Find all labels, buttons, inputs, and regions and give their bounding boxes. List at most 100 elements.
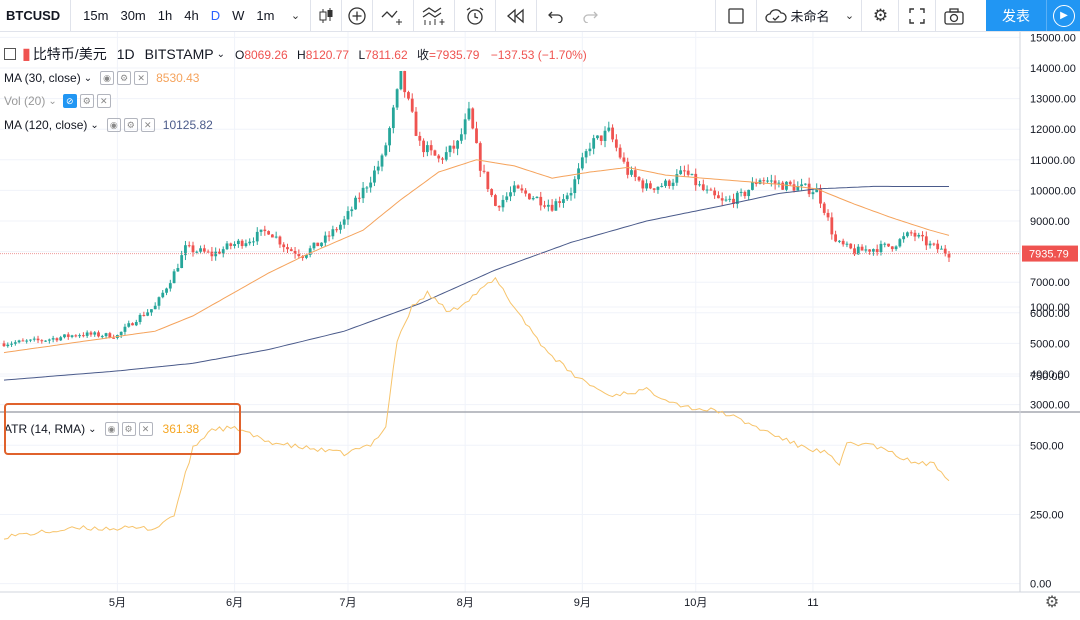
- save-layout-button[interactable]: 未命名: [757, 0, 837, 31]
- candle-body: [603, 130, 607, 141]
- candle-body: [648, 183, 652, 189]
- ma30-settings-icon[interactable]: ⚙: [117, 71, 132, 85]
- candle-body: [819, 188, 822, 204]
- candle-body: [890, 246, 894, 250]
- candle-body: [883, 243, 887, 245]
- ma30-eye-icon[interactable]: ◉: [100, 71, 115, 85]
- candle-body: [100, 336, 104, 338]
- price-tick-label: 13000.00: [1030, 94, 1076, 106]
- alert-icon[interactable]: [455, 0, 495, 31]
- candle-body: [369, 182, 373, 188]
- ma30-label[interactable]: MA (30, close): [4, 71, 81, 85]
- candle-body: [263, 229, 267, 232]
- open-value: 8069.26: [244, 47, 288, 62]
- templates-icon[interactable]: [414, 0, 454, 31]
- interval-4h[interactable]: 4h: [184, 8, 199, 23]
- publish-button[interactable]: 发表: [986, 0, 1046, 31]
- ma120-label[interactable]: MA (120, close): [4, 118, 88, 132]
- candle-body: [490, 189, 494, 196]
- chart-settings-gear-icon[interactable]: ⚙: [1044, 594, 1060, 611]
- collapse-icon[interactable]: [4, 48, 16, 60]
- candle-body: [917, 234, 921, 237]
- candle-body: [528, 193, 531, 200]
- candle-body: [879, 243, 883, 253]
- interval-dropdown-icon[interactable]: ⌄: [290, 10, 301, 22]
- candle-body: [652, 188, 656, 190]
- candle-body: [229, 243, 233, 246]
- ma120-eye-icon[interactable]: ◉: [106, 118, 121, 132]
- interval-15m[interactable]: 15m: [83, 8, 109, 23]
- exchange-dropdown-icon[interactable]: ⌄: [216, 48, 225, 60]
- candle-body: [138, 314, 142, 323]
- symbol-search[interactable]: BTCUSD: [0, 0, 72, 31]
- candle-body: [248, 241, 252, 244]
- vol-settings-icon[interactable]: ⚙: [79, 94, 94, 108]
- interval-d[interactable]: D: [210, 8, 221, 23]
- candle-body: [762, 180, 766, 182]
- candle-body: [747, 189, 751, 197]
- interval-30m[interactable]: 30m: [120, 8, 146, 23]
- atr-dropdown-icon[interactable]: ⌄: [88, 423, 97, 435]
- fullscreen-square-icon[interactable]: [716, 0, 756, 31]
- interval-1h[interactable]: 1h: [157, 8, 173, 23]
- candle-body: [940, 248, 943, 250]
- candle-body: [845, 243, 849, 245]
- candle-body: [51, 338, 55, 340]
- divider: [536, 0, 538, 31]
- layout-dropdown-icon[interactable]: ⌄: [844, 10, 855, 22]
- candle-body: [467, 108, 471, 120]
- snapshot-camera-icon[interactable]: [936, 0, 972, 31]
- candle-body: [391, 107, 395, 129]
- add-indicator-icon[interactable]: [342, 0, 372, 31]
- ma30-remove-icon[interactable]: ✕: [134, 71, 149, 85]
- candle-body: [305, 254, 308, 258]
- candle-body: [872, 249, 875, 252]
- atr-tick-label: 1000.00: [1030, 302, 1070, 314]
- candle-body: [800, 184, 803, 186]
- candle-body: [565, 195, 569, 200]
- candle-body: [361, 187, 365, 199]
- redo-icon[interactable]: [573, 0, 609, 31]
- vol-dropdown-icon[interactable]: ⌄: [48, 95, 57, 107]
- interval-w[interactable]: W: [232, 8, 245, 23]
- vol-label[interactable]: Vol (20): [4, 94, 46, 108]
- fullscreen-icon[interactable]: [899, 0, 935, 31]
- candle-body: [165, 288, 168, 293]
- time-tick-label: 7月: [339, 597, 356, 609]
- candlestick-type-icon[interactable]: [311, 0, 341, 31]
- atr-settings-icon[interactable]: ⚙: [121, 422, 136, 436]
- ma120-dropdown-icon[interactable]: ⌄: [90, 119, 99, 131]
- atr-remove-icon[interactable]: ✕: [138, 422, 153, 436]
- candle-body: [104, 333, 108, 337]
- candle-body: [943, 248, 947, 254]
- candle-body: [146, 312, 150, 316]
- ma120-remove-icon[interactable]: ✕: [140, 118, 155, 132]
- replay-icon[interactable]: [496, 0, 536, 31]
- ma30-dropdown-icon[interactable]: ⌄: [83, 72, 93, 84]
- divider: [413, 0, 415, 31]
- play-button[interactable]: ▶: [1046, 0, 1080, 31]
- candle-body: [637, 177, 641, 181]
- interval-1m[interactable]: 1m: [256, 8, 275, 23]
- candle-body: [815, 188, 819, 193]
- settings-gear-icon[interactable]: ⚙: [872, 5, 889, 25]
- vol-remove-icon[interactable]: ✕: [96, 94, 111, 108]
- undo-icon[interactable]: [537, 0, 573, 31]
- price-tick-label: 3000.00: [1030, 400, 1070, 412]
- vol-hidden-icon[interactable]: ⊘: [62, 94, 77, 108]
- candle-body: [558, 201, 562, 203]
- candle-body: [252, 241, 255, 243]
- atr-eye-icon[interactable]: ◉: [104, 422, 119, 436]
- atr-label[interactable]: ATR (14, RMA): [4, 422, 86, 436]
- symbol-title: 比特币/美元: [32, 46, 107, 62]
- candle-body: [773, 180, 777, 184]
- indicators-icon[interactable]: [373, 0, 413, 31]
- candle-body: [172, 271, 176, 284]
- candle-body: [856, 246, 860, 255]
- divider: [372, 0, 374, 31]
- candle-body: [225, 243, 229, 250]
- ma120-settings-icon[interactable]: ⚙: [123, 118, 138, 132]
- candle-body: [898, 239, 902, 247]
- candle-body: [739, 191, 743, 193]
